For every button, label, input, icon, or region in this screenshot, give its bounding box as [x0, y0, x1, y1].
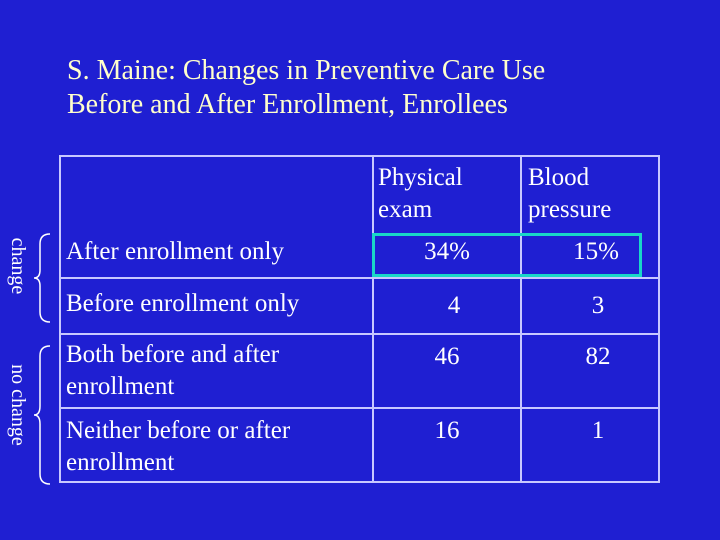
table-border-right	[658, 155, 660, 483]
row-label-after-only: After enrollment only	[66, 236, 284, 268]
row-label-both-line-1: Both before and after	[66, 341, 280, 368]
cell-before-only-blood: 3	[591, 292, 605, 319]
table-divider-row-1	[60, 277, 660, 279]
table-divider-col-1	[372, 155, 374, 483]
side-label-change: change	[7, 237, 29, 295]
row-label-before-only-line-1: Before enrollment only	[66, 290, 300, 317]
cell-neither-physical: 16	[434, 417, 460, 444]
cell-neither-blood: 1	[591, 417, 605, 444]
bracket-no-change	[33, 345, 51, 485]
cell-before-only-physical: 4	[447, 292, 461, 319]
header-physical-exam-line-2: exam	[378, 196, 433, 223]
highlight-box	[372, 233, 642, 277]
table-divider-row-2	[60, 333, 660, 335]
slide-title-line-2: Before and After Enrollment, Enrollees	[67, 89, 508, 120]
header-blood-pressure-line-2: pressure	[528, 196, 612, 223]
cell-both-blood: 82	[585, 343, 611, 370]
header-blood-pressure: Blood pressure	[528, 162, 611, 226]
cell-after-only-blood: 15%	[573, 238, 619, 265]
table-border-top	[60, 155, 660, 157]
table-divider-row-3	[60, 407, 660, 409]
row-label-before-only: Before enrollment only	[66, 288, 299, 320]
slide-title-line-1: S. Maine: Changes in Preventive Care Use	[67, 55, 546, 86]
bracket-change	[33, 233, 51, 323]
header-physical-exam: Physical exam	[378, 162, 463, 226]
table-divider-col-2	[520, 155, 522, 483]
row-label-neither-line-1: Neither before or after	[66, 417, 291, 444]
cell-both-physical: 46	[434, 343, 460, 370]
cell-after-only-physical: 34%	[424, 238, 470, 265]
row-label-neither-line-2: enrollment	[66, 449, 175, 476]
table-border-left	[59, 155, 61, 483]
side-label-no-change: no change	[7, 364, 29, 446]
table-border-bottom	[60, 481, 660, 483]
row-label-both: Both before and after enrollment	[66, 339, 279, 403]
row-label-both-line-2: enrollment	[66, 373, 175, 400]
header-physical-exam-line-1: Physical	[378, 164, 463, 191]
row-label-after-only-line-1: After enrollment only	[66, 238, 284, 265]
slide-title: S. Maine: Changes in Preventive Care Use…	[67, 54, 687, 122]
header-blood-pressure-line-1: Blood	[528, 164, 590, 191]
row-label-neither: Neither before or after enrollment	[66, 415, 290, 479]
